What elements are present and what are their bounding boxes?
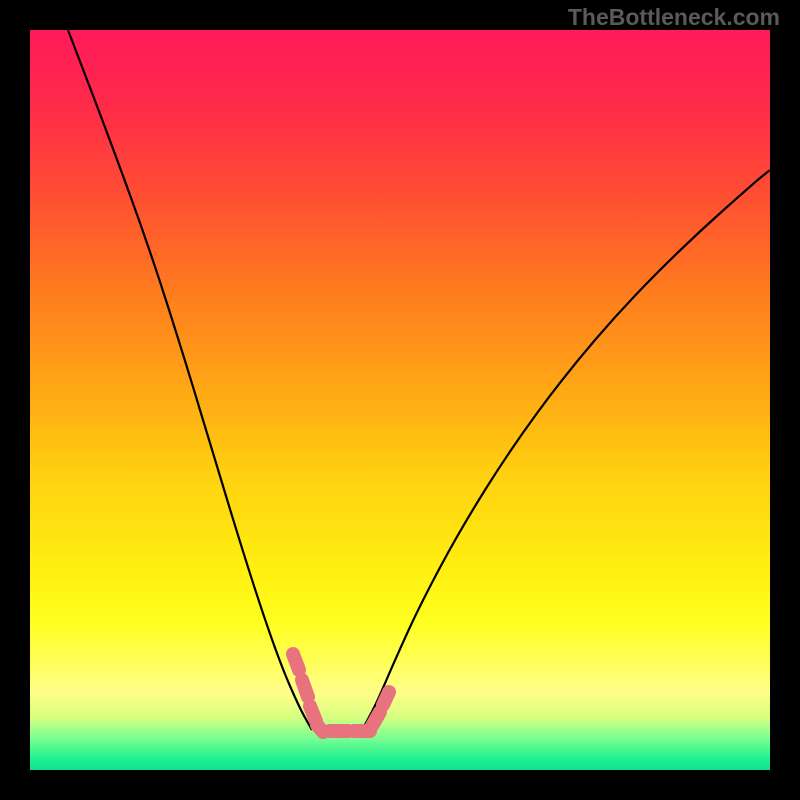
- plot-background: [30, 30, 770, 770]
- valley-marker-dash: [293, 654, 299, 670]
- valley-marker-dash: [302, 680, 308, 697]
- watermark-text: TheBottleneck.com: [568, 4, 780, 31]
- chart-svg: [0, 0, 800, 800]
- chart-container: TheBottleneck.com: [0, 0, 800, 800]
- valley-marker-dash: [372, 712, 380, 726]
- valley-marker-dash: [317, 725, 323, 732]
- valley-marker-dash: [383, 692, 389, 705]
